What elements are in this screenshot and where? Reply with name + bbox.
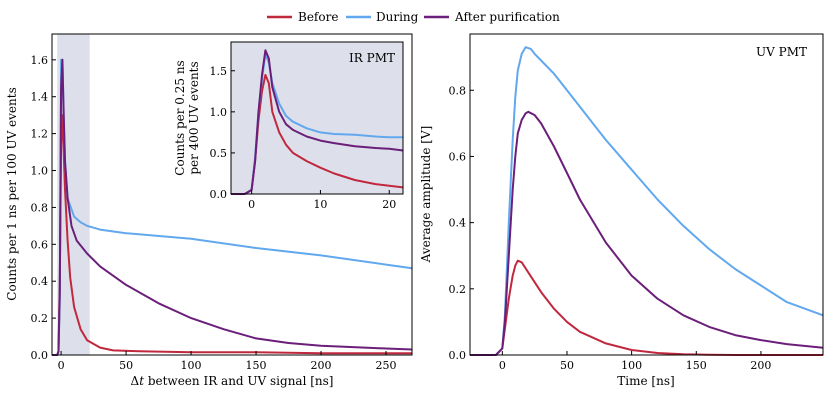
left-xtick-label: 50 bbox=[119, 359, 133, 372]
inset-ytick-label: 0.5 bbox=[210, 147, 228, 160]
inset-xtick-label: 20 bbox=[382, 198, 396, 211]
inset-ytick-label: 1.5 bbox=[210, 65, 228, 78]
inset-ytick-label: 0.0 bbox=[210, 188, 228, 201]
inset-ytick-label: 1.0 bbox=[210, 106, 228, 119]
left-xtick-label: 150 bbox=[246, 359, 267, 372]
right-title: UV PMT bbox=[756, 45, 807, 59]
left-ytick-label: 0.0 bbox=[31, 349, 49, 362]
left-ticks: 0 50 100 150 200 2500.00.20.40.60.81.01.21.41… bbox=[31, 54, 397, 372]
inset-ticks: 0 10 20 0.0 0.5 1.0 1.5 bbox=[210, 65, 397, 211]
inset-y-axis-label-line1: Counts per 0.25 ns bbox=[173, 60, 187, 175]
left-series-group bbox=[52, 58, 413, 356]
inset-plot-frame bbox=[230, 41, 404, 195]
left-ytick-label: 0.4 bbox=[31, 275, 49, 288]
left-ytick-label: 1.4 bbox=[31, 91, 49, 104]
left-xtick-label: 250 bbox=[376, 359, 397, 372]
inset-y-axis-label-line2: per 400 UV events bbox=[187, 61, 201, 174]
left-xtick-label: 200 bbox=[311, 359, 332, 372]
inset-xtick-label: 0 bbox=[248, 198, 255, 211]
inset-title: IR PMT bbox=[349, 51, 395, 65]
right-series-group bbox=[470, 46, 824, 356]
left-ytick-label: 1.6 bbox=[31, 54, 49, 67]
inset-series-group bbox=[231, 49, 404, 195]
left-ytick-label: 0.2 bbox=[31, 312, 49, 325]
left-plot-frame bbox=[51, 33, 413, 356]
legend-label-before: Before bbox=[298, 10, 338, 24]
inset-series-after-purification bbox=[231, 49, 404, 195]
right-y-axis-label: Average amplitude [V] bbox=[419, 126, 433, 264]
legend: Before During After purification bbox=[267, 10, 560, 24]
left-ytick-label: 0.6 bbox=[31, 238, 49, 251]
right-ytick-label: 0.4 bbox=[449, 217, 467, 230]
right-xtick-label: 200 bbox=[750, 359, 771, 372]
left-ytick-label: 1.2 bbox=[31, 128, 49, 141]
right-xtick-label: 100 bbox=[621, 359, 642, 372]
right-series-after-purification bbox=[470, 110, 824, 356]
right-ticks: 0 50 100 150 200 0.0 0.2 0.4 0.6 0.8 bbox=[449, 84, 772, 372]
right-xtick-label: 0 bbox=[499, 359, 506, 372]
right-ytick-label: 0.6 bbox=[449, 150, 467, 163]
right-ytick-label: 0.0 bbox=[449, 349, 467, 362]
right-ytick-label: 0.2 bbox=[449, 283, 467, 296]
right-plot-frame bbox=[469, 33, 824, 356]
right-ytick-label: 0.8 bbox=[449, 84, 467, 97]
left-xtick-label: 0 bbox=[58, 359, 65, 372]
inset-chart: 0 10 20 0.0 0.5 1.0 1.5 IR PMT Counts per 0.25… bbox=[173, 41, 404, 211]
right-x-axis-label: Time [ns] bbox=[617, 374, 674, 388]
left-xtick-label: 100 bbox=[181, 359, 202, 372]
right-series-during bbox=[470, 46, 824, 356]
left-y-axis-label: Counts per 1 ns per 100 UV events bbox=[5, 87, 19, 300]
left-x-axis-label: Δt between IR and UV signal [ns] bbox=[131, 374, 334, 388]
inset-xtick-label: 10 bbox=[313, 198, 327, 211]
legend-label-after: After purification bbox=[454, 10, 560, 24]
left-ytick-label: 1.0 bbox=[31, 165, 49, 178]
left-ytick-label: 0.8 bbox=[31, 201, 49, 214]
left-chart: 0 50 100 150 200 2500.00.20.40.60.81.01.21.41… bbox=[5, 33, 413, 388]
legend-label-during: During bbox=[376, 10, 419, 24]
right-xtick-label: 150 bbox=[686, 359, 707, 372]
right-chart: 0 50 100 150 200 0.0 0.2 0.4 0.6 0.8 UV PMT Time … bbox=[419, 33, 824, 388]
left-series-after-purification bbox=[52, 58, 413, 356]
right-xtick-label: 50 bbox=[560, 359, 574, 372]
